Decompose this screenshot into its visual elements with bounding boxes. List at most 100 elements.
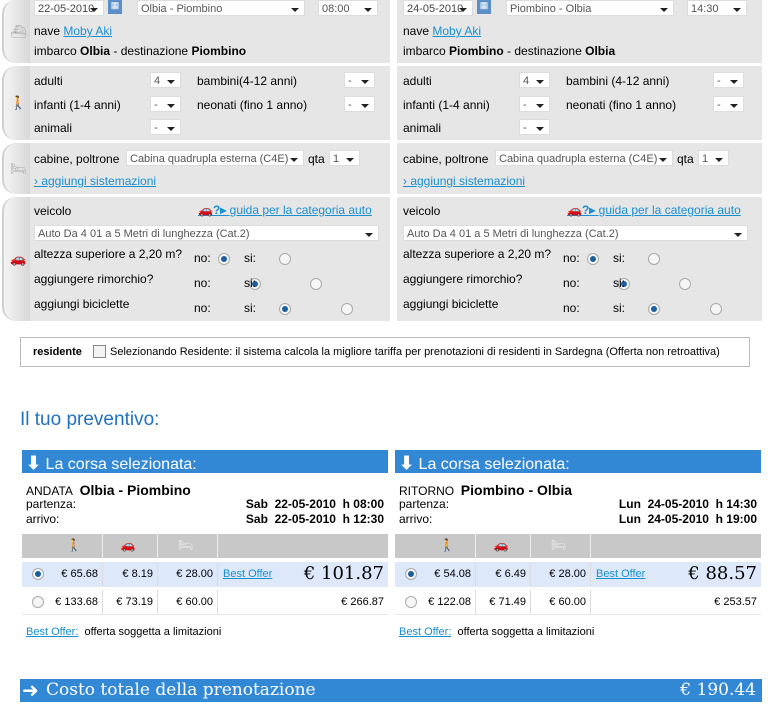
trip-section: 24-05-2010 ▦ Piombino - Olbia 14:30 nave… [397,0,762,66]
ship-label: nave [34,24,61,38]
price-header-row: 🚶 🚗 🛏 [395,534,761,558]
bed-icon: 🛏 [531,534,591,558]
person-icon: 🚶 [50,534,103,558]
adulti-select[interactable]: 4 [150,72,181,88]
cabin-price: € 60.00 [158,590,218,614]
cabin-select[interactable]: Cabina quadrupla esterna (C4E) [495,150,673,166]
best-offer-note-link[interactable]: Best Offer: [26,626,79,638]
ship-icon: ⛴ [10,23,27,39]
direction: ANDATA [26,484,73,498]
infanti-select[interactable]: - [519,96,550,112]
calendar-icon[interactable]: ▦ [108,0,122,14]
cabin-select[interactable]: Cabina quadrupla esterna (C4E) [126,150,304,166]
si-radio[interactable] [340,302,353,315]
si-radio[interactable] [310,277,323,290]
total-label: Costo totale della prenotazione [46,680,316,700]
price-row[interactable]: € 133.68 € 73.19 € 60.00 € 266.87 [22,590,388,615]
animali-select[interactable]: - [519,119,550,135]
animali-label: animali [403,121,442,135]
route-select[interactable]: Olbia - Piombino [137,0,305,16]
no-label: no: [563,251,580,265]
qta-label: qta [677,152,694,166]
vehicle-question: altezza superiore a 2,20 m? [403,247,552,261]
si-radio[interactable] [709,302,722,315]
arrow-down-icon: ⬇ [399,453,415,473]
add-accommodation-link[interactable]: › aggiungi sistemazioni [34,174,157,188]
qta-select[interactable]: 1 [698,150,729,166]
route-select[interactable]: Piombino - Olbia [506,0,674,16]
from-port: Piombino [449,44,504,58]
best-offer-link[interactable]: Best Offer [223,568,273,580]
bambini-select[interactable]: - [344,72,375,88]
no-radio[interactable] [218,252,230,265]
arrivo-label: arrivo: [399,512,433,526]
price-row[interactable]: € 65.68 € 8.19 € 28.00 Best Offer € 101.… [22,562,388,587]
car-guide-link[interactable]: guida per la categoria auto [229,203,372,217]
date-input[interactable]: 24-05-2010 [403,0,473,16]
dest-label: - destinazione [113,44,189,58]
car-price: € 8.19 [103,562,158,586]
cabin-label: cabine, poltrone [403,152,489,166]
neonati-select[interactable]: - [344,96,375,112]
row-total: € 88.57 [688,563,757,584]
vehicle-question: altezza superiore a 2,20 m? [34,247,183,261]
quote-box: ⬇ La corsa selezionata: ANDATA Olbia - P… [22,450,388,650]
vehicle-select[interactable]: Auto Da 4 01 a 5 Metri di lunghezza (Cat… [34,225,379,241]
resident-text: Selezionando Residente: il sistema calco… [110,346,720,358]
resident-checkbox[interactable] [93,345,106,358]
animali-select[interactable]: - [150,119,181,135]
no-radio[interactable] [587,252,599,265]
quote-route: Olbia - Piombino [79,482,191,498]
car-question-icon: 🚗?▸ [567,203,596,217]
date-input[interactable]: 22-05-2010 [34,0,104,16]
ship-link[interactable]: Moby Aki [63,24,113,38]
vehicle-question: aggiungere rimorchio? [403,272,523,286]
price-radio[interactable] [405,568,417,581]
no-label: no: [563,301,580,315]
cabin-price: € 28.00 [158,562,218,586]
vehicle-section: veicolo 🚗?▸ guida per la categoria auto … [397,197,762,321]
no-radio[interactable] [617,277,630,290]
neonati-select[interactable]: - [713,96,744,112]
vehicle-select[interactable]: Auto Da 4 01 a 5 Metri di lunghezza (Cat… [403,225,748,241]
vehicle-question: aggiungi biciclette [403,297,499,311]
no-label: no: [194,251,211,265]
bambini-select[interactable]: - [713,72,744,88]
car-price: € 71.49 [476,590,531,614]
qta-select[interactable]: 1 [329,150,360,166]
best-offer-link[interactable]: Best Offer [596,568,646,580]
price-radio[interactable] [405,596,417,609]
time-select[interactable]: 14:30 [687,0,747,16]
no-radio[interactable] [248,277,261,290]
car-guide-link[interactable]: guida per la categoria auto [598,203,741,217]
best-offer-note-link[interactable]: Best Offer: [399,626,452,638]
price-row[interactable]: € 54.08 € 6.49 € 28.00 Best Offer € 88.5… [395,562,761,587]
adulti-label: adulti [34,74,63,88]
adulti-select[interactable]: 4 [519,72,550,88]
direction: RITORNO [399,484,455,498]
price-radio[interactable] [32,568,44,581]
si-radio[interactable] [279,252,292,265]
price-row[interactable]: € 122.08 € 71.49 € 60.00 € 253.57 [395,590,761,615]
no-radio[interactable] [279,302,292,315]
passengers-section: adulti 4 bambini (4-12 anni) - infanti (… [397,66,762,143]
best-offer-note: offerta soggetta a limitazioni [457,626,595,638]
imbarco-label: imbarco [34,44,77,58]
arrow-right-icon: ➜ [22,678,39,702]
quote-header: ⬇ La corsa selezionata: [395,450,761,473]
vehicle-question: aggiungere rimorchio? [34,272,154,286]
cabin-price: € 60.00 [531,590,591,614]
no-radio[interactable] [648,302,661,315]
si-radio[interactable] [679,277,692,290]
best-offer-note: offerta soggetta a limitazioni [84,626,222,638]
pax-price: € 54.08 [423,562,476,586]
si-radio[interactable] [648,252,661,265]
no-label: no: [194,276,211,290]
price-header-row: 🚶 🚗 🛏 [22,534,388,558]
ship-link[interactable]: Moby Aki [432,24,482,38]
calendar-icon[interactable]: ▦ [477,0,491,14]
add-accommodation-link[interactable]: › aggiungi sistemazioni [403,174,526,188]
infanti-select[interactable]: - [150,96,181,112]
price-radio[interactable] [32,596,44,609]
time-select[interactable]: 08:00 [318,0,378,16]
